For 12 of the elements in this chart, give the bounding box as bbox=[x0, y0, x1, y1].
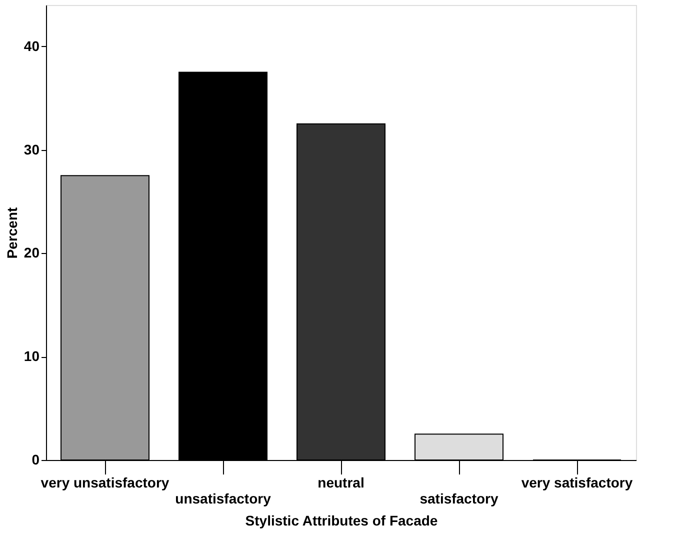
y-tick-label: 40 bbox=[24, 38, 40, 54]
y-axis-title: Percent bbox=[4, 206, 20, 259]
y-tick-label: 0 bbox=[32, 452, 40, 468]
y-tick-label: 10 bbox=[24, 348, 40, 364]
x-tick-label: very unsatisfactory bbox=[40, 474, 170, 490]
y-tick-label: 20 bbox=[24, 244, 40, 261]
x-tick-label: very satisfactory bbox=[521, 474, 633, 490]
x-tick-label: satisfactory bbox=[420, 490, 499, 506]
y-tick-label: 30 bbox=[24, 141, 40, 158]
x-axis-title: Stylistic Attributes of Facade bbox=[245, 512, 438, 528]
x-tick-label: neutral bbox=[318, 474, 364, 490]
x-tick-label: unsatisfactory bbox=[175, 490, 272, 506]
